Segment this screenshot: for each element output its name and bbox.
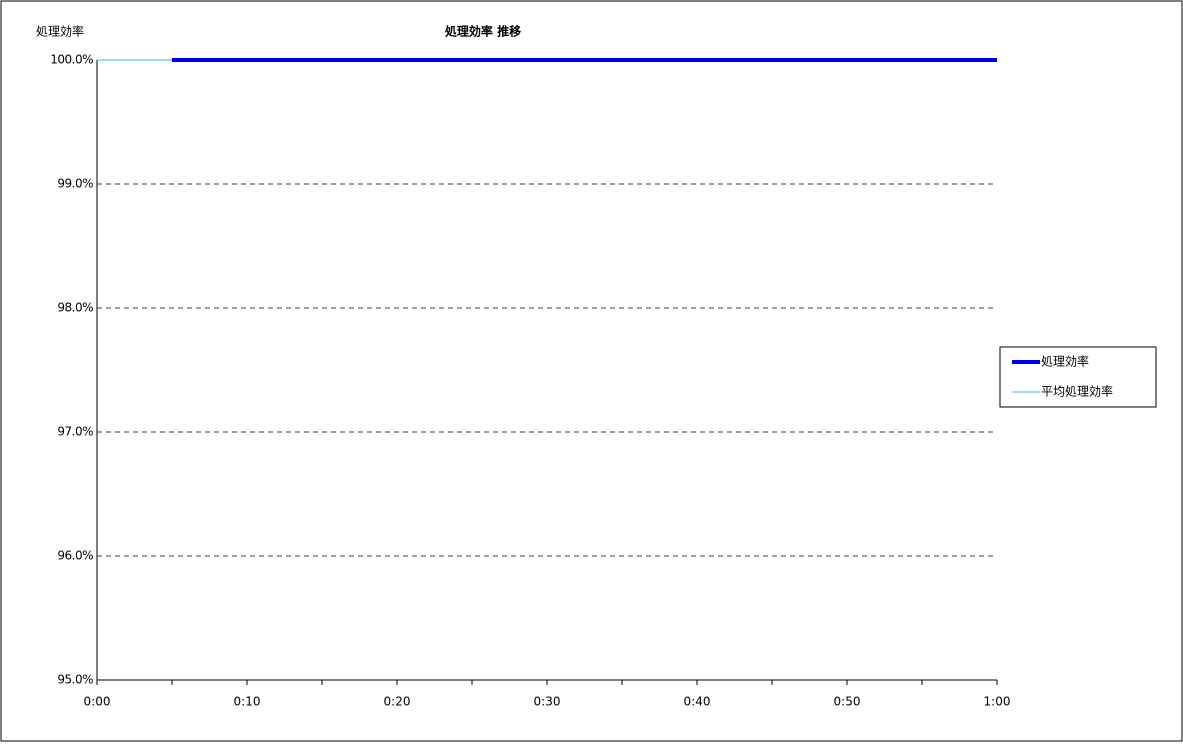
y-tick-label: 95.0%	[57, 673, 93, 687]
x-tick-label: 0:00	[84, 695, 111, 709]
x-tick-label: 0:50	[834, 695, 861, 709]
y-tick-label: 100.0%	[50, 53, 93, 67]
legend-label: 平均処理効率	[1041, 384, 1113, 399]
legend-label: 処理効率	[1041, 354, 1089, 369]
x-tick-label: 0:10	[234, 695, 261, 709]
x-tick-label: 0:30	[534, 695, 561, 709]
y-tick-label: 98.0%	[57, 301, 93, 315]
chart-title: 処理効率 推移	[444, 24, 521, 39]
x-tick-label: 0:20	[384, 695, 411, 709]
x-tick-label: 0:40	[684, 695, 711, 709]
y-tick-label: 96.0%	[57, 549, 93, 563]
y-tick-label: 97.0%	[57, 425, 93, 439]
legend-box	[999, 346, 1157, 408]
y-axis-title: 処理効率	[36, 24, 84, 39]
y-tick-label: 99.0%	[57, 177, 93, 191]
x-tick-label: 1:00	[984, 695, 1011, 709]
